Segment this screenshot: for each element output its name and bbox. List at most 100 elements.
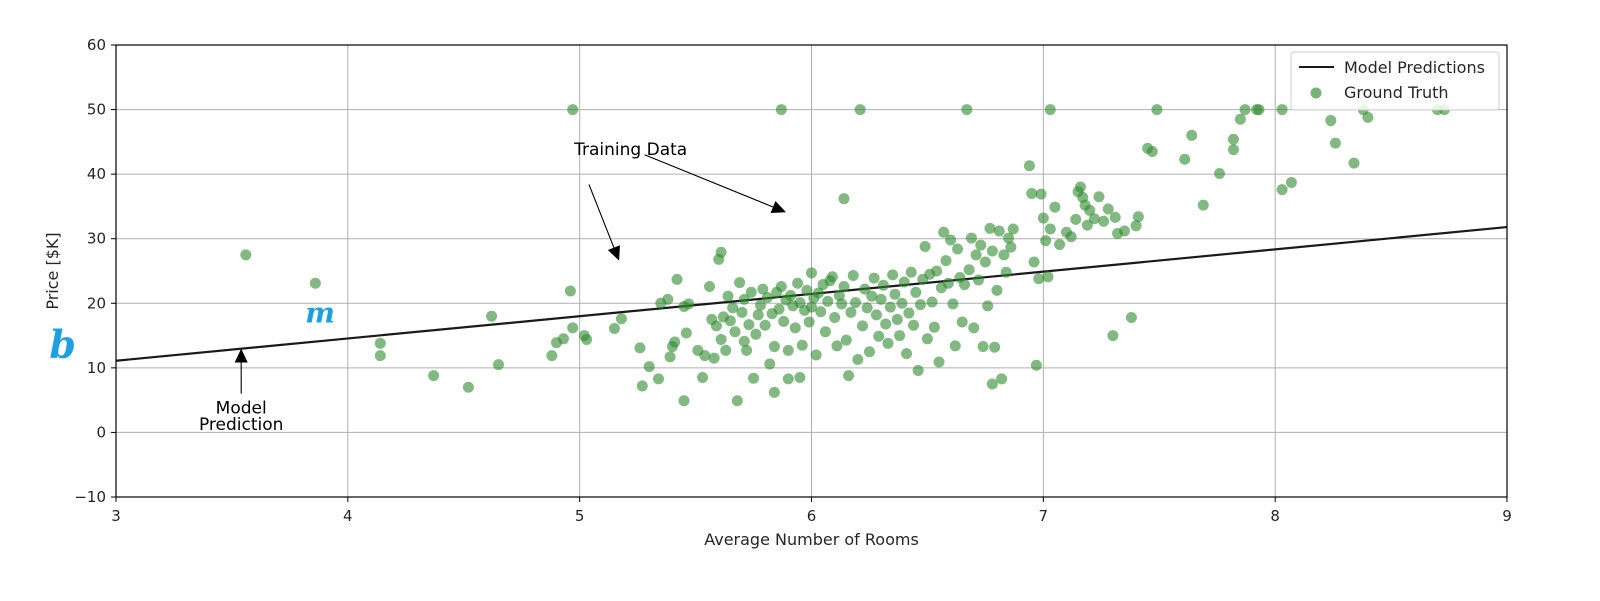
ground-truth-point (731, 395, 743, 407)
ground-truth-point (1107, 330, 1119, 342)
ground-truth-point (662, 293, 674, 305)
ground-truth-point (873, 330, 885, 342)
ground-truth-point (546, 350, 558, 362)
ground-truth-point (970, 249, 982, 261)
ground-truth-point (1081, 219, 1093, 231)
ground-truth-point (727, 302, 739, 314)
ground-truth-point (945, 234, 957, 246)
ground-truth-point (859, 283, 871, 295)
ground-truth-point (1146, 146, 1158, 158)
ground-truth-point (991, 284, 1003, 296)
ground-truth-point (1049, 201, 1061, 213)
ground-truth-point (933, 356, 945, 368)
ground-truth-point (240, 249, 252, 261)
y-axis-ticks: −10 0 10 20 30 40 50 60 (74, 36, 116, 506)
ground-truth-point (782, 344, 794, 356)
ground-truth-point (1030, 359, 1042, 371)
ground-truth-point (810, 349, 822, 361)
legend-ground-truth-label: Ground Truth (1344, 83, 1449, 102)
ground-truth-point (775, 280, 787, 292)
ground-truth-point (812, 287, 824, 299)
ground-truth-point (608, 322, 620, 334)
ground-truth-point (1132, 211, 1144, 223)
ground-truth-point (989, 341, 1001, 353)
ground-truth-point (773, 303, 785, 315)
ground-truth-point (836, 298, 848, 310)
ground-truth-point (567, 104, 579, 116)
ground-truth-point (778, 315, 790, 327)
ground-truth-point (993, 225, 1005, 237)
ground-truth-point (764, 358, 776, 370)
ground-truth-point (880, 318, 892, 330)
ground-truth-point (738, 293, 750, 305)
ground-truth-point (822, 295, 834, 307)
ground-truth-point (806, 301, 817, 313)
ground-truth-point (1325, 115, 1337, 127)
ground-truth-point (1179, 153, 1191, 165)
ground-truth-point (806, 267, 817, 279)
ground-truth-point (761, 291, 773, 303)
ground-truth-point (868, 272, 880, 284)
ground-truth-point (1276, 104, 1288, 116)
ground-truth-point (757, 283, 769, 295)
ground-truth-point (938, 226, 950, 238)
ground-truth-point (972, 274, 984, 286)
y-tick-label: −10 (74, 488, 106, 506)
ground-truth-point (1186, 129, 1198, 141)
ground-truth-point (1042, 271, 1054, 283)
ground-truth-point (699, 350, 711, 362)
annotation-text: Training Data (573, 140, 687, 160)
ground-truth-point (928, 321, 940, 333)
ground-truth-point (1065, 231, 1077, 243)
ground-truth-point (428, 370, 440, 382)
ground-truth-point (801, 284, 813, 296)
ground-truth-point (1253, 104, 1265, 116)
ground-truth-point (754, 299, 766, 311)
ground-truth-point (847, 270, 859, 282)
legend: Model Predictions Ground Truth (1290, 51, 1500, 111)
ground-truth-point (894, 330, 906, 342)
ground-truth-point (759, 319, 771, 331)
ground-truth-point (912, 364, 924, 376)
ground-truth-point (819, 326, 831, 338)
ground-truth-point (564, 285, 576, 297)
ground-truth-point (942, 277, 954, 289)
ground-truth-point (775, 104, 787, 116)
ground-truth-point (1007, 223, 1019, 235)
ground-truth-point (486, 310, 498, 322)
ground-truth-point (745, 286, 757, 298)
ground-truth-point (833, 290, 845, 302)
ground-truth-point (996, 373, 1008, 385)
ground-truth-point (982, 300, 994, 312)
ground-truth-point (952, 243, 964, 255)
ground-truth-point (949, 340, 961, 352)
ground-truth-point (794, 372, 806, 384)
ground-truth-point (743, 319, 755, 331)
ground-truth-point (831, 340, 843, 352)
y-tick-label: 10 (87, 359, 106, 377)
ground-truth-point (374, 350, 386, 362)
x-tick-label: 8 (1270, 507, 1280, 525)
ground-truth-point (889, 288, 901, 300)
ground-truth-point (729, 326, 741, 338)
ground-truth-point (986, 245, 998, 257)
ground-truth-point (963, 264, 975, 276)
ground-truth-point (840, 334, 852, 346)
ground-truth-point (1074, 181, 1086, 193)
ground-truth-point (877, 279, 889, 291)
ground-truth-point (462, 381, 474, 393)
ground-truth-point (919, 240, 931, 252)
ground-truth-point (1102, 203, 1114, 215)
ground-truth-point (722, 290, 734, 302)
ground-truth-point (1035, 188, 1047, 200)
x-tick-label: 6 (807, 507, 817, 525)
y-tick-label: 60 (87, 36, 106, 54)
ground-truth-point (905, 266, 917, 278)
ground-truth-point (796, 339, 808, 351)
annotation-arrowhead (234, 348, 248, 363)
ground-truth-point (752, 309, 764, 321)
ground-truth-point (965, 232, 977, 244)
legend-box (1290, 51, 1500, 111)
ground-truth-point (789, 322, 801, 334)
